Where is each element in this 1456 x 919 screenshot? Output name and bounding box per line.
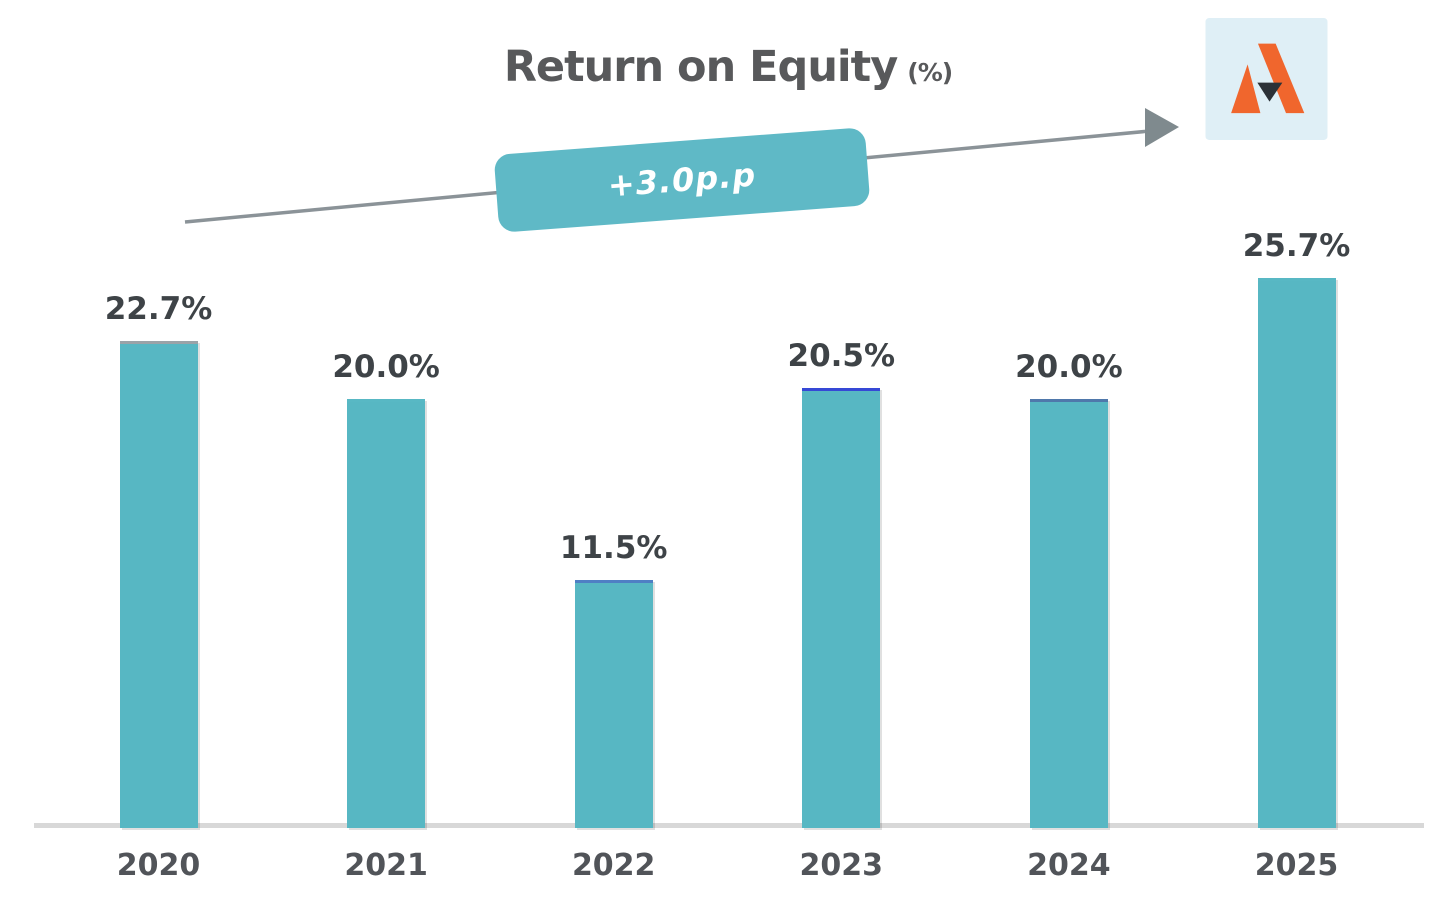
chart-title: Return on Equity (%) [0,42,1456,92]
bar-value-label-2024: 20.0% [1015,349,1123,385]
bar-2021 [347,399,426,828]
bar-value-label-2022: 11.5% [559,530,668,567]
bar-2020 [119,341,198,828]
bar-value-label-2023: 20.5% [787,338,896,375]
chart-title-text: Return on Equity [503,42,898,92]
bar-value-label-2020: 22.7% [104,291,213,328]
bar-2024 [1029,399,1108,828]
x-tick-label-2022: 2022 [571,848,656,883]
a-mark-left-stroke [1231,64,1261,114]
x-tick-label-2020: 2020 [116,848,201,883]
trend-arrowhead-icon [1145,108,1179,147]
bar-2025 [1257,277,1336,828]
x-tick-label-2021: 2021 [344,848,428,883]
x-axis-line [34,823,1424,828]
x-tick-label-2025: 2025 [1254,848,1339,883]
bar-value-label-2025: 25.7% [1242,227,1351,264]
company-logo [1205,18,1328,140]
bar-2023 [802,388,881,828]
growth-annotation-label: +3.0p.p [606,155,758,205]
bar-2022 [574,580,653,828]
a-mark-right-stroke [1257,43,1305,114]
chart-title-unit: (%) [907,58,953,87]
x-tick-label-2023: 2023 [799,848,884,883]
x-tick-label-2024: 2024 [1027,848,1111,883]
a-mark-triangle-icon [1257,82,1283,102]
logo-tile-background [1205,18,1328,140]
bar-value-label-2021: 20.0% [332,349,440,385]
